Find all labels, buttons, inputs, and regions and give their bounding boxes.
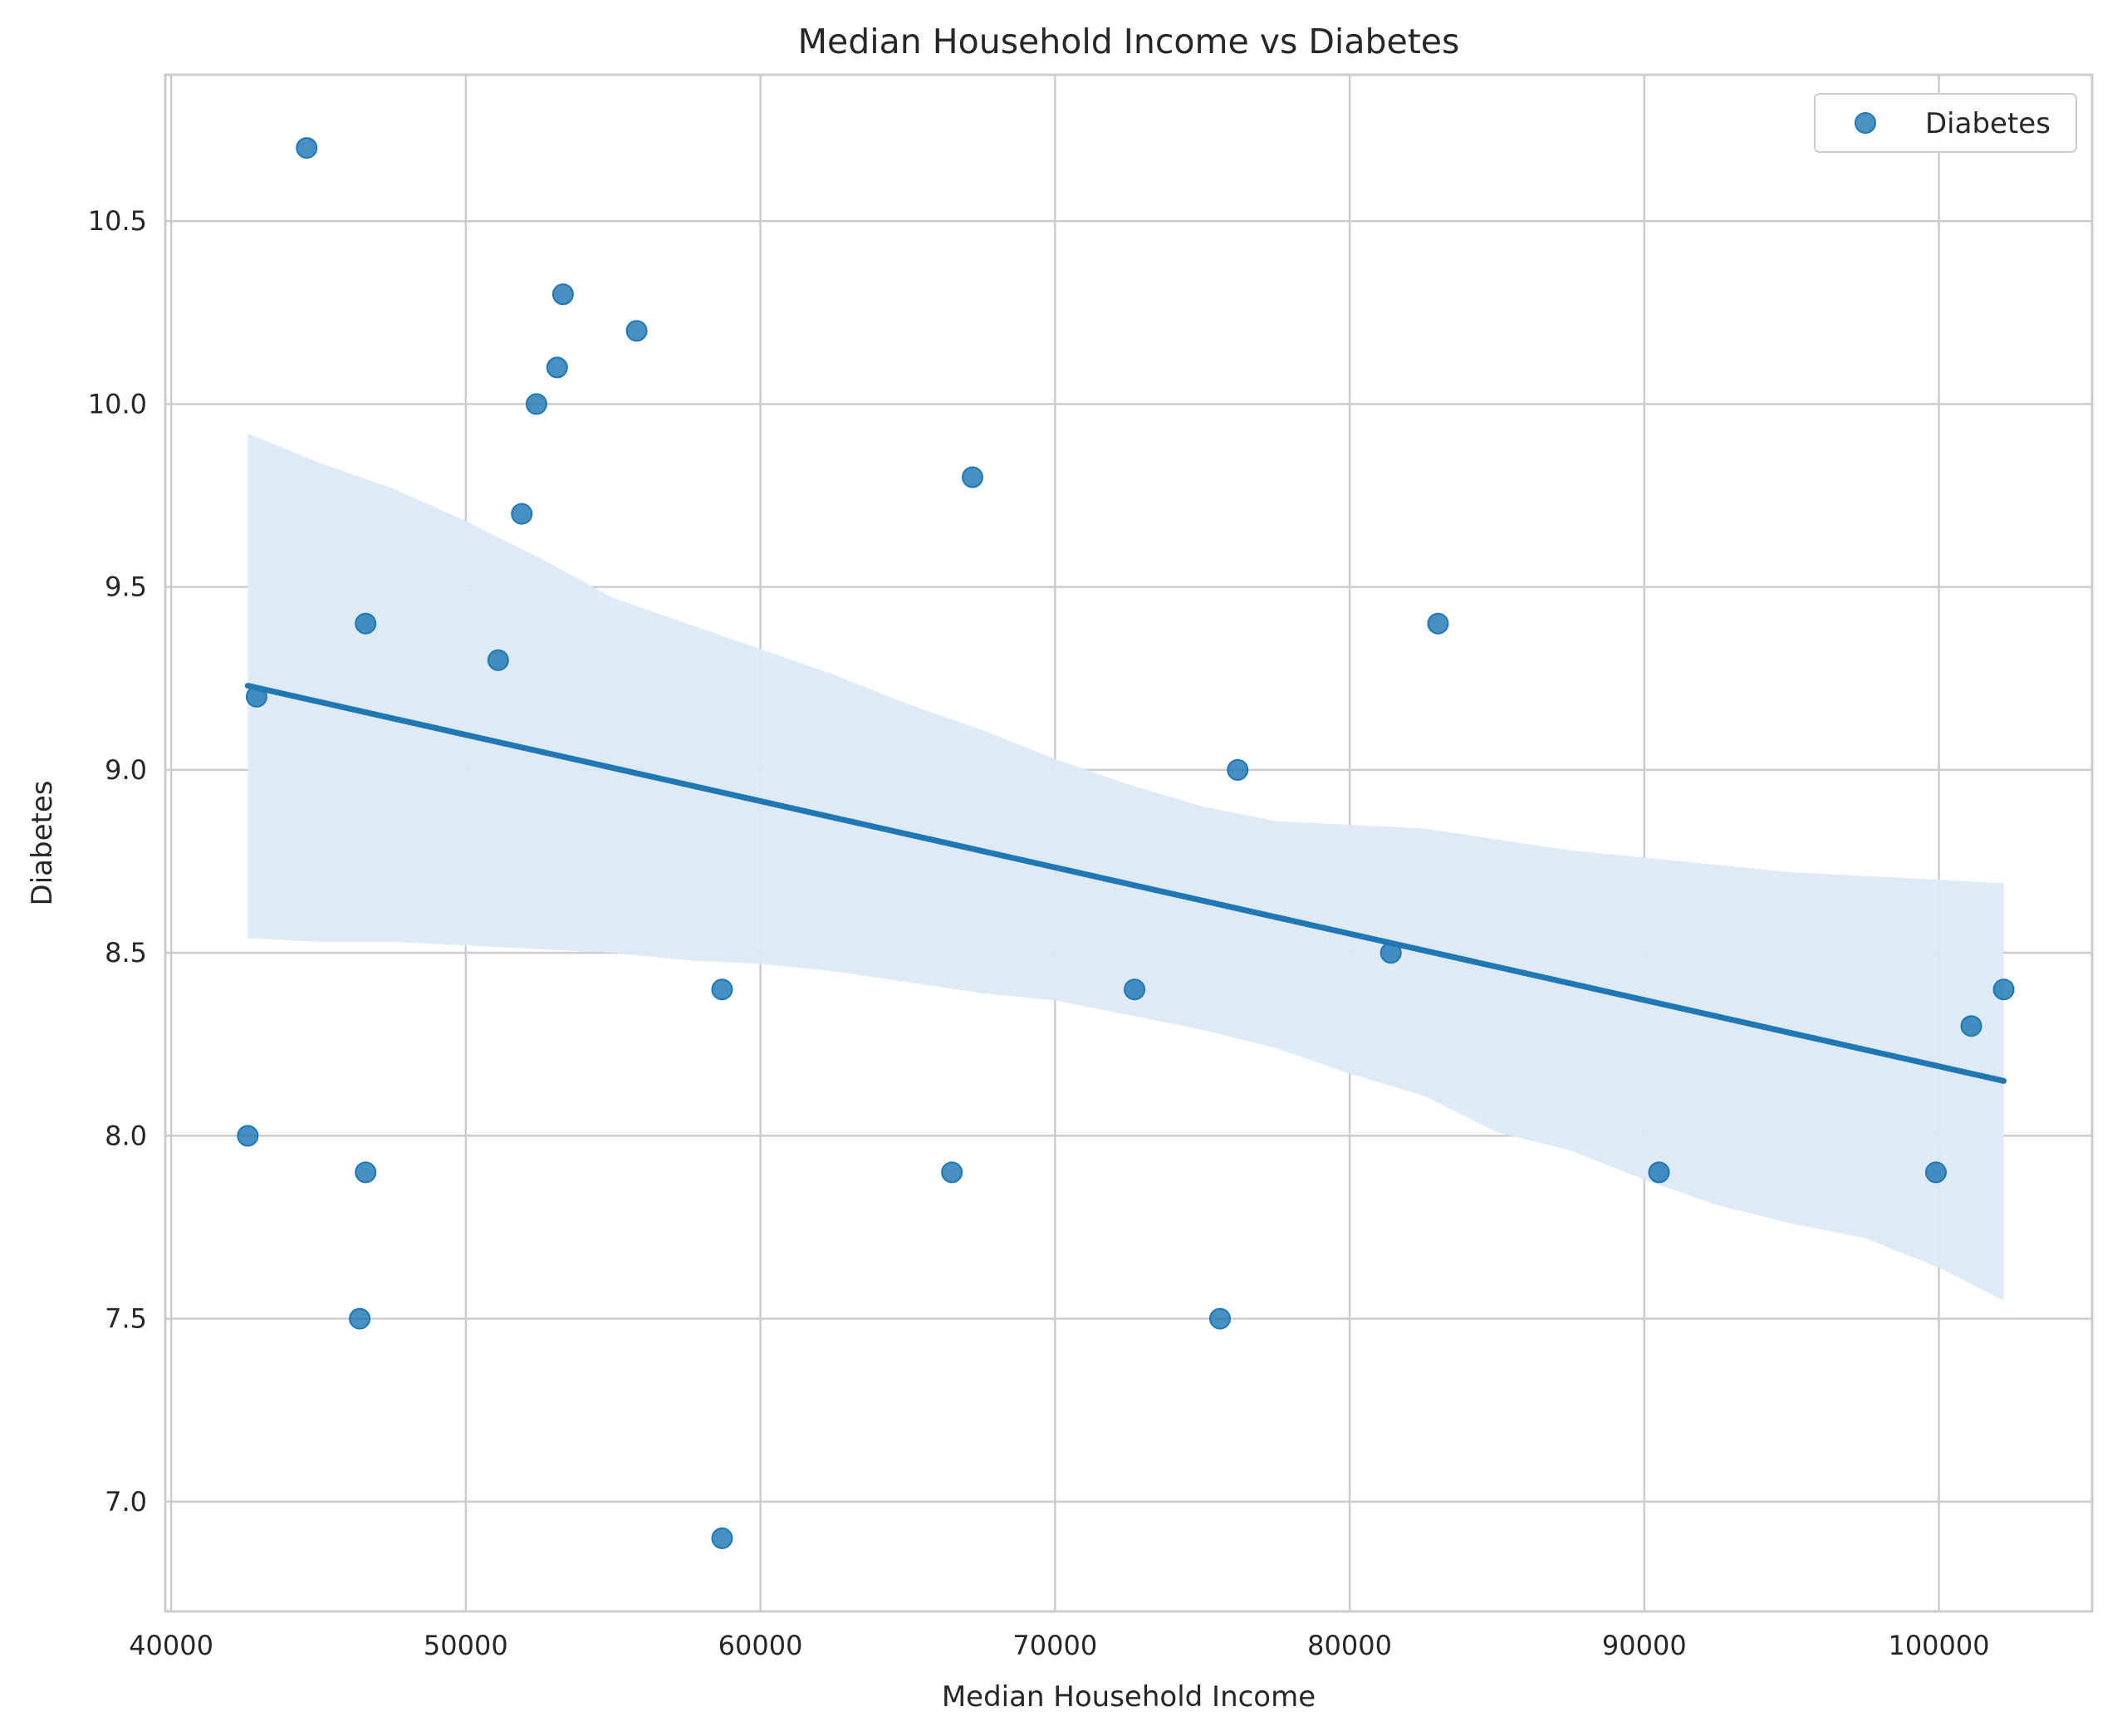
legend-label-diabetes: Diabetes: [1925, 107, 2051, 140]
data-point: [1992, 978, 2015, 1001]
data-point: [961, 466, 983, 488]
data-point: [1427, 612, 1449, 635]
y-tick-label: 10.0: [88, 388, 147, 419]
confidence-band: [247, 433, 2004, 1301]
data-point: [296, 137, 318, 159]
data-point: [511, 503, 533, 525]
data-point: [1208, 1307, 1231, 1330]
x-tick-label: 50000: [424, 1630, 508, 1661]
y-tick-label: 8.5: [105, 937, 147, 969]
data-point: [711, 978, 733, 1001]
data-points: [237, 137, 2015, 1549]
x-tick-label: 70000: [1012, 1630, 1097, 1661]
chart-title: Median Household Income vs Diabetes: [798, 22, 1460, 61]
data-point: [1379, 942, 1402, 964]
x-tick-label: 100000: [1888, 1630, 1989, 1661]
y-axis-ticks: 7.0 7.5 8.0 8.5 9.0 9.5 10.0 10.5: [88, 205, 147, 1518]
regression-line: [244, 683, 2007, 1084]
data-point: [487, 649, 509, 671]
data-point: [711, 1527, 733, 1549]
data-point: [355, 1161, 377, 1184]
data-point: [1960, 1015, 1982, 1037]
y-axis-label: Diabetes: [26, 781, 59, 906]
legend-marker: [1855, 112, 1876, 134]
y-tick-label: 7.5: [105, 1303, 147, 1335]
y-tick-label: 7.0: [105, 1486, 147, 1518]
data-point: [551, 283, 574, 306]
y-tick-label: 8.0: [105, 1120, 147, 1151]
x-tick-label: 80000: [1307, 1630, 1392, 1661]
regression-line-group: [244, 683, 2007, 1084]
x-tick-label: 40000: [129, 1630, 213, 1661]
y-tick-label: 9.0: [105, 754, 147, 786]
data-point: [349, 1307, 371, 1330]
data-point: [941, 1161, 963, 1184]
data-point: [625, 320, 648, 342]
data-point: [1648, 1161, 1670, 1184]
x-axis-label: Median Household Income: [942, 1680, 1316, 1714]
x-tick-label: 60000: [718, 1630, 803, 1661]
data-point: [1124, 978, 1146, 1001]
data-point: [1924, 1161, 1947, 1184]
legend: Diabetes: [1814, 93, 2077, 153]
data-point: [355, 612, 377, 635]
data-point: [546, 356, 568, 379]
x-tick-label: 90000: [1602, 1630, 1687, 1661]
confidence-band-area: [247, 433, 2004, 1301]
y-tick-label: 9.5: [105, 571, 147, 603]
legend-box: [1814, 93, 2077, 153]
plot-area-frame: [164, 73, 2094, 1613]
data-point: [525, 393, 547, 415]
data-point: [237, 1125, 259, 1147]
data-point: [245, 685, 267, 708]
x-axis-ticks: 40000 50000 60000 70000 80000 90000 100000: [129, 1630, 1989, 1661]
data-point: [1227, 758, 1249, 781]
y-tick-label: 10.5: [88, 205, 147, 237]
